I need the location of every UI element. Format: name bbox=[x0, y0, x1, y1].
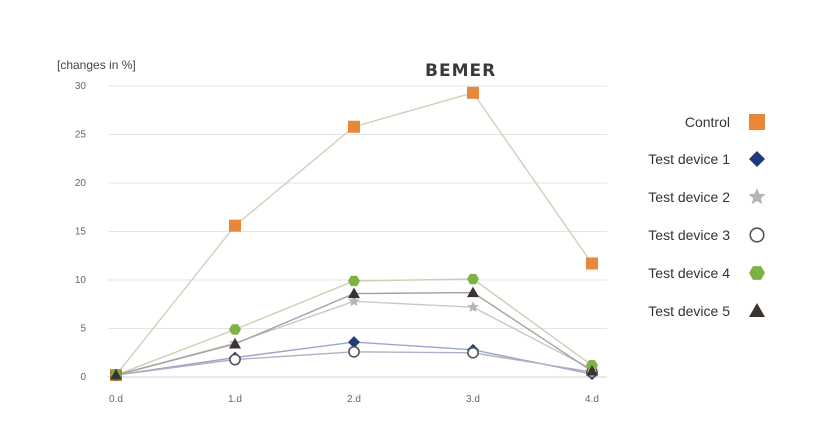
x-tick-label: 0.d bbox=[109, 394, 123, 405]
x-tick-label: 3.d bbox=[466, 394, 480, 405]
data-point bbox=[229, 338, 241, 349]
data-point bbox=[586, 257, 598, 270]
data-point bbox=[467, 273, 479, 285]
y-tick-labels: 0 5 10 15 20 25 30 bbox=[75, 81, 87, 383]
data-point bbox=[348, 345, 360, 358]
y-tick-label: 15 bbox=[75, 227, 87, 238]
data-point bbox=[348, 120, 360, 133]
y-tick-label: 0 bbox=[80, 372, 86, 383]
x-tick-labels: 0.d 1.d 2.d 3.d 4.d bbox=[109, 394, 599, 405]
data-point bbox=[229, 324, 241, 335]
legend-marker bbox=[748, 188, 766, 205]
series-lines bbox=[115, 91, 593, 376]
legend-marker bbox=[749, 266, 765, 280]
data-point bbox=[348, 275, 360, 287]
legend-marker bbox=[749, 151, 765, 167]
data-point bbox=[348, 295, 360, 307]
data-point bbox=[229, 219, 241, 232]
x-tick-label: 4.d bbox=[585, 394, 599, 405]
legend-marker bbox=[749, 114, 765, 130]
data-point bbox=[110, 369, 122, 380]
series-line bbox=[115, 291, 593, 376]
legend-label: Test device 2 bbox=[648, 189, 730, 205]
data-point bbox=[467, 86, 479, 99]
data-point bbox=[348, 336, 360, 349]
x-tick-label: 1.d bbox=[228, 394, 242, 405]
data-point bbox=[467, 301, 479, 313]
data-point bbox=[586, 365, 598, 376]
legend: Control Test device 1 Test device 2 Test de… bbox=[648, 114, 766, 319]
y-tick-label: 20 bbox=[75, 178, 87, 189]
y-tick-label: 25 bbox=[75, 130, 87, 141]
data-point bbox=[467, 286, 479, 298]
y-tick-label: 10 bbox=[75, 275, 87, 286]
series-markers bbox=[110, 86, 598, 382]
legend-marker bbox=[749, 303, 765, 317]
x-tick-label: 2.d bbox=[347, 394, 361, 405]
legend-marker bbox=[749, 227, 765, 243]
legend-label: Test device 3 bbox=[648, 227, 730, 243]
data-point bbox=[467, 346, 479, 359]
legend-label: Test device 1 bbox=[648, 151, 730, 167]
y-axis-label: [changes in %] bbox=[57, 58, 136, 72]
data-point bbox=[348, 287, 360, 299]
y-tick-label: 30 bbox=[75, 81, 87, 92]
legend-label: Control bbox=[685, 114, 730, 130]
legend-label: Test device 5 bbox=[648, 303, 730, 319]
bemer-logo: BEMER bbox=[425, 61, 496, 81]
y-tick-label: 5 bbox=[80, 324, 86, 335]
legend-label: Test device 4 bbox=[648, 265, 730, 281]
data-point bbox=[229, 353, 241, 366]
